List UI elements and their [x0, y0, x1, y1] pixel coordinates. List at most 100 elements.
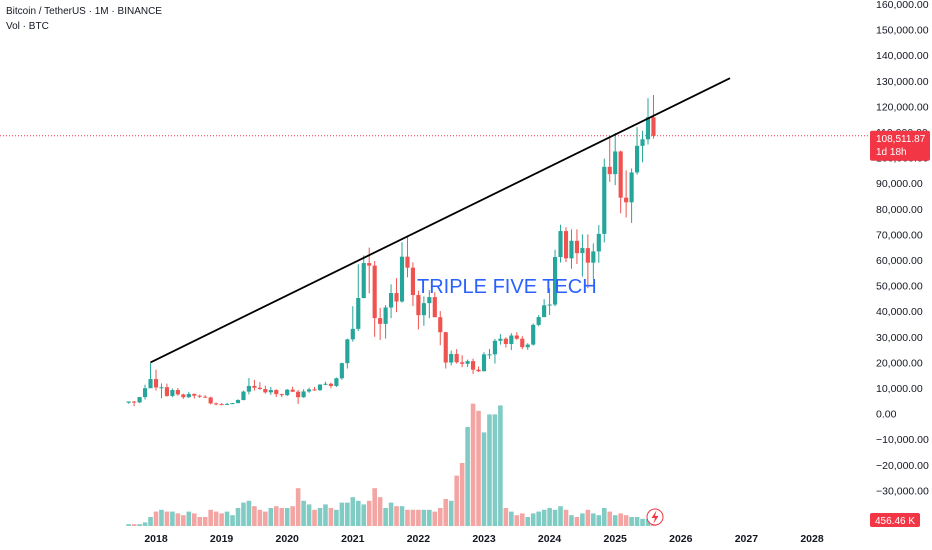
- trendline[interactable]: [150, 77, 731, 364]
- volume-bar: [547, 508, 552, 526]
- candle-body: [525, 344, 530, 348]
- volume-bar: [509, 511, 514, 526]
- lightning-icon[interactable]: [646, 508, 664, 526]
- time-axis[interactable]: 2018 2019 2020 2021 2022 2023 2024 2025 2026 2027…: [144, 533, 824, 545]
- volume-bar: [366, 500, 372, 526]
- volume-bar: [252, 506, 257, 526]
- volume-bar: [334, 509, 339, 526]
- candle-body: [323, 383, 328, 385]
- volume-bar: [525, 517, 531, 526]
- price-axis[interactable]: −30,000.00 −20,000.00 −10,000.00 0.00 10,000…: [876, 0, 929, 497]
- volume-bar: [607, 511, 613, 526]
- candle-body: [476, 369, 481, 372]
- volume-legend: Vol · BTC: [6, 21, 49, 32]
- candle-body: [285, 389, 290, 396]
- candle-body: [443, 332, 448, 363]
- candle-body: [634, 145, 640, 173]
- candle-body: [460, 362, 465, 364]
- x-tick-label: 2025: [604, 533, 628, 545]
- volume-bar: [295, 488, 301, 526]
- volume-bar: [257, 509, 263, 526]
- candle-body: [383, 307, 388, 324]
- x-tick-label: 2021: [341, 533, 365, 545]
- price-badge-bg: [870, 130, 930, 161]
- volume-bar: [153, 511, 159, 526]
- x-tick-label: 2018: [144, 533, 168, 545]
- volume-bar: [383, 508, 388, 526]
- volume-bar: [519, 513, 525, 526]
- candle-body: [312, 389, 317, 391]
- y-tick-label: 160,000.00: [876, 0, 929, 11]
- volume-bars: [126, 403, 656, 526]
- candle-body: [317, 384, 323, 391]
- candle-body: [399, 256, 405, 302]
- volume-bar: [175, 513, 181, 526]
- candle-body: [470, 361, 476, 370]
- candle-body: [558, 231, 563, 258]
- volume-bar: [301, 500, 306, 526]
- volume-bar: [164, 511, 170, 526]
- candle-body: [498, 338, 503, 341]
- volume-bar: [273, 506, 279, 526]
- candle-body: [531, 324, 536, 345]
- volume-bar: [355, 500, 361, 526]
- candle-body: [142, 388, 148, 398]
- volume-badge-value: 456.46 K: [875, 516, 915, 527]
- price-badge: 108,511.87 1d 18h: [870, 130, 930, 161]
- candle-body: [192, 393, 197, 396]
- candle-body: [585, 248, 590, 263]
- y-tick-label: 60,000.00: [876, 255, 923, 267]
- candlesticks: [126, 95, 656, 407]
- candle-body: [624, 197, 629, 203]
- y-tick-label: 10,000.00: [876, 383, 923, 395]
- volume-bar: [487, 414, 492, 526]
- y-tick-label: 80,000.00: [876, 204, 923, 216]
- candle-body: [252, 385, 257, 388]
- candle-body: [197, 395, 202, 397]
- volume-bar: [170, 511, 175, 526]
- candle-body: [569, 240, 574, 259]
- volume-bar: [317, 508, 323, 526]
- candle-body: [607, 166, 612, 175]
- candle-body: [339, 363, 344, 379]
- volume-bar: [405, 509, 410, 526]
- candle-body: [301, 391, 306, 398]
- volume-bar: [159, 509, 164, 526]
- candle-body: [465, 361, 470, 364]
- volume-bar: [465, 427, 470, 526]
- candle-body: [618, 151, 623, 198]
- x-tick-label: 2026: [669, 533, 693, 545]
- volume-bar: [345, 502, 350, 526]
- price-badge-value: 108,511.87: [876, 134, 926, 145]
- candle-body: [137, 397, 142, 403]
- candle-body: [629, 172, 634, 203]
- candle-body: [181, 394, 186, 398]
- volume-bar: [388, 502, 394, 526]
- candle-body: [552, 257, 558, 305]
- candle-body: [257, 387, 262, 390]
- y-tick-label: 150,000.00: [876, 25, 929, 37]
- x-tick-label: 2022: [407, 533, 431, 545]
- volume-bar: [503, 508, 509, 526]
- y-tick-label: 0.00: [876, 409, 897, 421]
- volume-bar: [481, 432, 487, 526]
- candle-body: [509, 335, 514, 344]
- volume-bar: [290, 506, 295, 526]
- volume-bar: [645, 518, 651, 526]
- volume-bar: [246, 500, 252, 526]
- candle-body: [296, 391, 301, 398]
- volume-bar: [186, 511, 192, 526]
- candle-body: [268, 390, 273, 393]
- volume-bar: [268, 508, 274, 526]
- candle-body: [432, 297, 437, 318]
- candle-body: [367, 263, 372, 266]
- candle-body: [345, 339, 350, 364]
- candle-body: [542, 305, 547, 318]
- candle-body: [159, 387, 164, 389]
- volume-bar: [328, 508, 334, 526]
- volume-bar: [306, 504, 312, 526]
- volume-bar: [558, 506, 563, 526]
- candle-body: [263, 389, 268, 393]
- volume-bar: [443, 499, 449, 526]
